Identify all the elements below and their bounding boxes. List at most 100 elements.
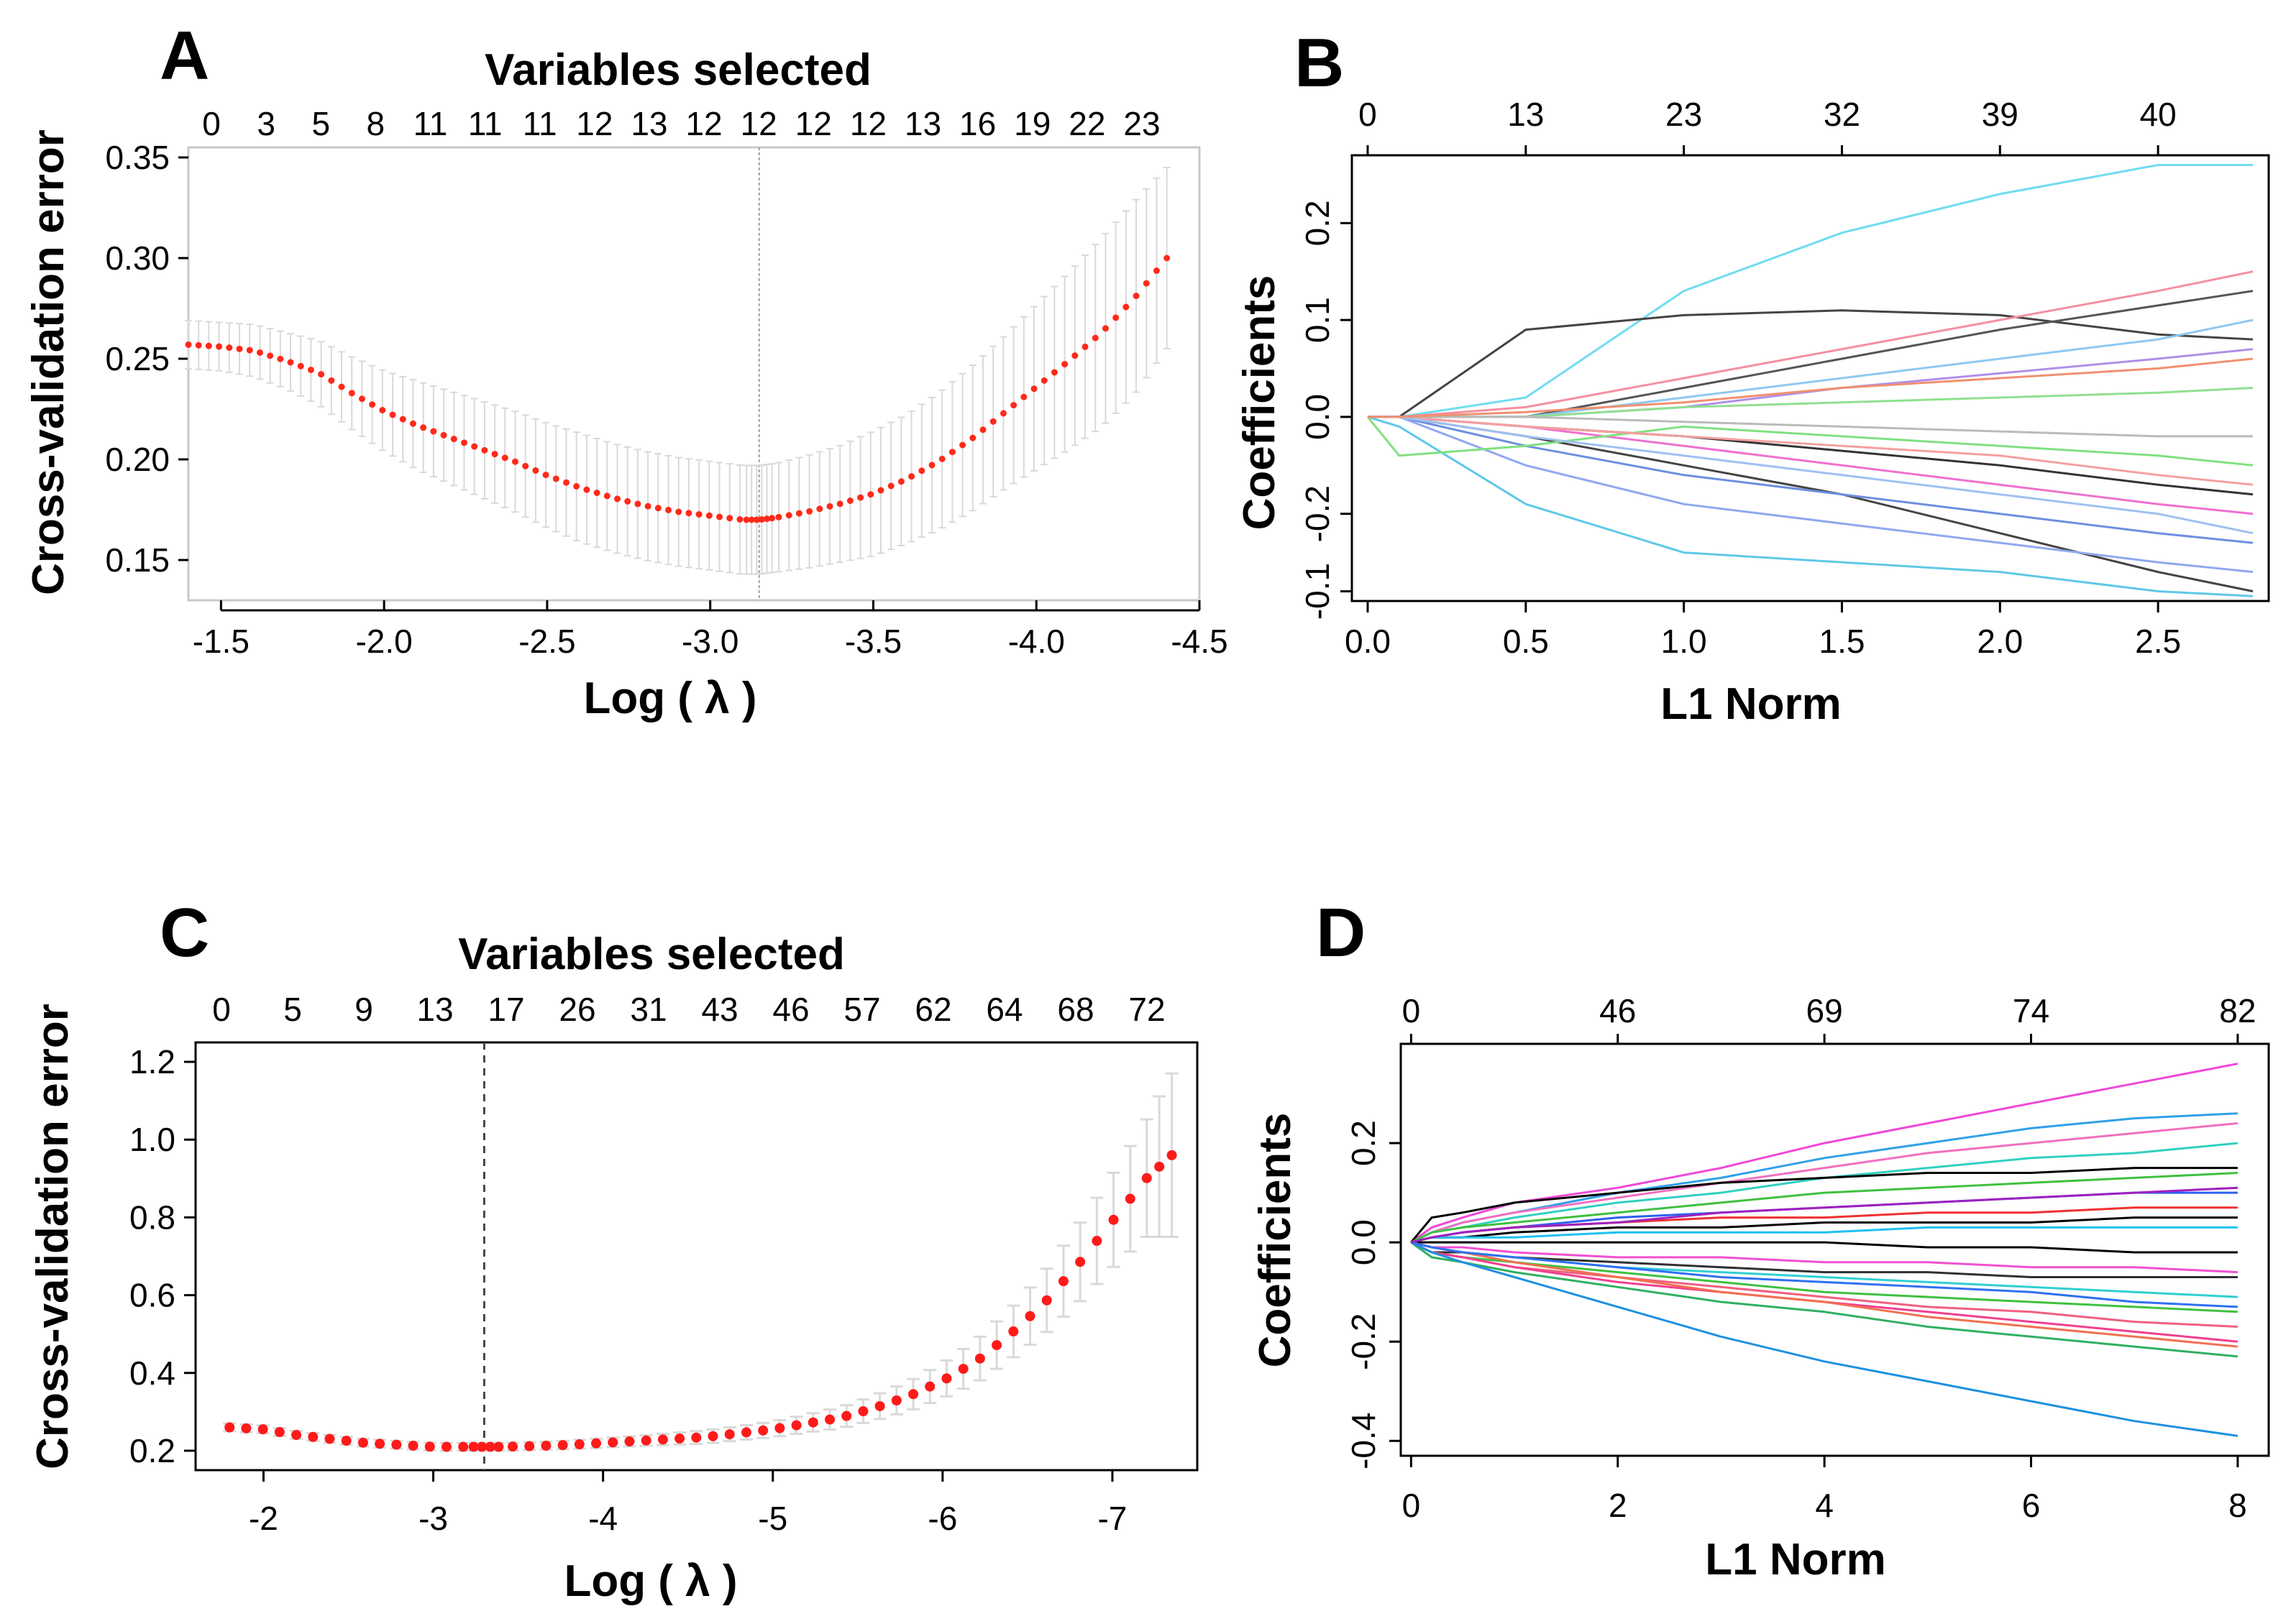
panel-c-point (1058, 1276, 1069, 1287)
panel-c-top-tick-label: 17 (488, 991, 524, 1028)
panel-c-point (858, 1406, 869, 1417)
panel-a-top-tick-label: 11 (468, 105, 503, 142)
panel-a-point (816, 505, 823, 513)
panel-a-point (491, 451, 498, 458)
panel-c-point (791, 1420, 802, 1431)
panel-c-x-tick-label: -4 (588, 1500, 618, 1537)
panel-c-top-tick-label: 13 (416, 991, 453, 1028)
panel-a-point (358, 395, 365, 403)
panel-c-point (1041, 1295, 1052, 1306)
panel-b: 0.0 0.5 1.0 1.5 2.0 2.5 0 13 23 32 39 40 -0.1 -0.2 0.0… (1299, 96, 2270, 660)
panel-b-series-line (1366, 416, 2254, 467)
panel-c-point (591, 1438, 602, 1449)
panel-a-point (1010, 402, 1018, 409)
panel-a-point (185, 341, 192, 348)
panel-c-y-tick-label: 1.2 (129, 1043, 175, 1081)
panel-c-point (891, 1395, 902, 1406)
panel-b-x-tick-label: 0.0 (1345, 623, 1391, 660)
panel-a-point (593, 490, 600, 497)
panel-d-series-line (1410, 1241, 2238, 1278)
panel-a-point (246, 347, 253, 354)
panel-c-point (958, 1364, 969, 1375)
panel-a-top-title: Variables selected (485, 45, 872, 95)
panel-d-x-tick-label: 6 (2022, 1487, 2041, 1524)
panel-a-point (562, 479, 570, 486)
panel-c-point (541, 1440, 552, 1451)
panel-c-point (241, 1423, 252, 1433)
panel-a-point (369, 401, 376, 408)
panel-c-point (1125, 1193, 1135, 1204)
panel-a-point (775, 513, 782, 520)
panel-c-point (941, 1373, 952, 1384)
panel-a-top-tick-label: 0 (202, 105, 221, 142)
panel-a-point (675, 508, 682, 515)
panel-b-top-tick-label: 40 (2140, 96, 2177, 133)
panel-letter-a: A (160, 17, 209, 94)
panel-a-top-tick-label: 11 (523, 105, 557, 142)
panel-a-x-tick-label: -3.5 (845, 623, 902, 660)
panel-a-top-tick-label: 11 (413, 105, 448, 142)
panel-a-x-tick-label: -2.0 (355, 623, 412, 660)
panel-a-point (318, 371, 325, 378)
panel-c-point (925, 1381, 936, 1392)
panel-b-x-tick-label: 1.5 (1819, 623, 1865, 660)
panel-d-frame (1399, 1042, 2270, 1457)
panel-c-point (391, 1439, 402, 1450)
panel-a-point (1051, 369, 1058, 376)
panel-a-point (938, 455, 946, 462)
panel-d-top-tick-label: 69 (1806, 992, 1843, 1029)
panel-c-point (992, 1340, 1002, 1351)
panel-a-point (785, 512, 792, 519)
panel-a-top-tick-label: 22 (1069, 105, 1105, 142)
panel-c-x-tick-label: -3 (419, 1500, 448, 1537)
panel-a-y-tick-label: 0.35 (105, 139, 170, 176)
panel-a-point (1020, 393, 1028, 400)
panel-b-top-tick-label: 13 (1507, 96, 1544, 133)
panel-a-point (726, 515, 733, 522)
panel-a-point (769, 515, 776, 522)
panel-a-point (918, 467, 925, 474)
panel-b-y-tick-label: 0.2 (1299, 200, 1336, 246)
panel-c-point (408, 1440, 419, 1451)
panel-c-point (274, 1427, 285, 1438)
panel-a-top-tick-label: 12 (741, 105, 777, 142)
panel-a-point (542, 472, 549, 479)
panel-d-x-tick-label: 8 (2228, 1487, 2247, 1524)
panel-a-x-tick-label: -4.5 (1171, 623, 1227, 660)
panel-a-point (897, 478, 905, 485)
panel-c-point (375, 1439, 385, 1449)
panel-c-point (341, 1436, 352, 1446)
panel-a-y-tick-label: 0.15 (105, 541, 170, 579)
panel-b-top-tick-label: 39 (1982, 96, 2018, 133)
panel-c-point (424, 1441, 435, 1452)
panel-a-point (522, 462, 529, 469)
panel-b-top-tick-label: 23 (1665, 96, 1702, 133)
panel-b-x-tick-label: 1.0 (1661, 623, 1707, 660)
panel-a-point (1102, 325, 1109, 332)
panel-d-top-tick-label: 74 (2013, 992, 2049, 1029)
panel-c-point (468, 1441, 479, 1452)
panel-c-point (741, 1427, 751, 1438)
panel-a-point (806, 508, 813, 515)
panel-a-point (1153, 267, 1160, 275)
panel-c-point (1025, 1311, 1035, 1321)
panel-a-top-tick-label: 8 (367, 105, 385, 142)
panel-a-point (471, 443, 478, 450)
panel-c-point (874, 1400, 885, 1411)
panel-a-point (236, 345, 243, 352)
panel-c-point (357, 1437, 368, 1448)
panel-a-point (695, 510, 703, 518)
panel-c-point (257, 1424, 268, 1435)
panel-a-point (664, 506, 672, 513)
panel-c-top-tick-label: 68 (1057, 991, 1094, 1028)
panel-c-point (485, 1441, 495, 1452)
panel-c-point (774, 1423, 785, 1433)
panel-a-point (440, 431, 447, 439)
panel-a-point (877, 487, 884, 494)
panel-a-point (1071, 352, 1079, 359)
panel-d-x-title: L1 Norm (1705, 1535, 1885, 1584)
panel-d-series-line (1410, 1241, 2239, 1437)
panel-c-y-tick-label: 0.2 (129, 1432, 175, 1469)
panel-a-point (867, 491, 874, 498)
